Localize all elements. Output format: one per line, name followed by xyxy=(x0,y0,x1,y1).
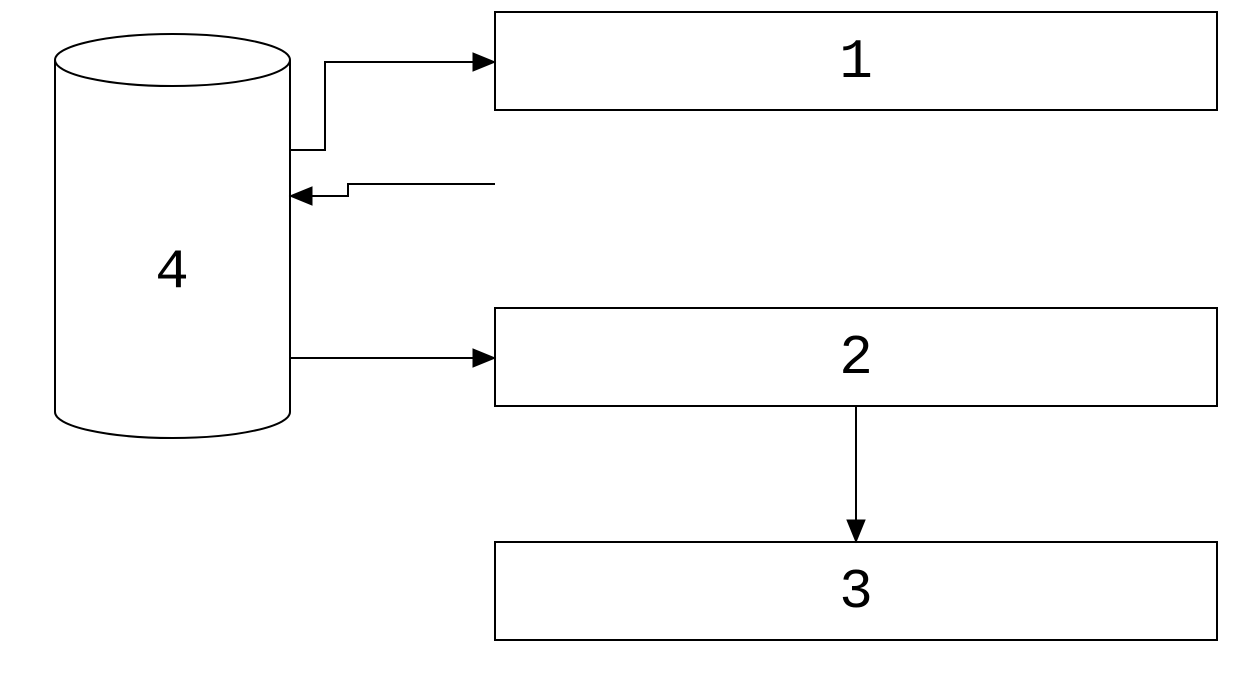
diagram-canvas: 4 1 2 3 xyxy=(0,0,1240,695)
box-node-3: 3 xyxy=(495,542,1217,640)
box3-label: 3 xyxy=(839,560,873,624)
box1_to_cyl-arrow xyxy=(290,187,312,205)
cyl_to_box1-line xyxy=(290,62,495,150)
connectors xyxy=(290,53,865,542)
box2-label: 2 xyxy=(839,326,873,390)
box-node-1: 1 xyxy=(495,12,1217,110)
box-node-2: 2 xyxy=(495,308,1217,406)
cylinder-node-4: 4 xyxy=(55,34,290,438)
cyl_to_box1-arrow xyxy=(473,53,495,71)
box2_to_box3-arrow xyxy=(847,520,865,542)
box1-label: 1 xyxy=(839,30,873,94)
box1_to_cyl-line xyxy=(290,184,495,196)
cylinder-label: 4 xyxy=(155,240,189,304)
cyl_to_box2-arrow xyxy=(473,349,495,367)
cylinder-top xyxy=(55,34,290,86)
